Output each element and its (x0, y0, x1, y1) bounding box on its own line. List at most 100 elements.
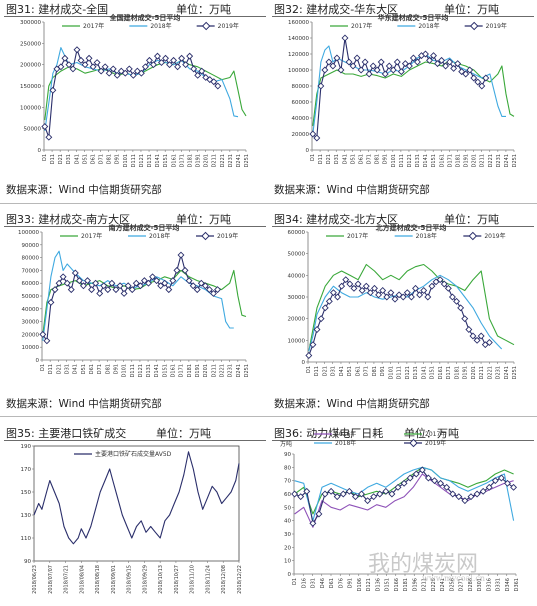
y-tick-label: 60000 (288, 230, 306, 236)
data-point-marker (309, 519, 317, 527)
data-point-marker (149, 273, 156, 281)
chart-title: 南方建材成交-5日平均 (109, 223, 180, 232)
data-point-marker (350, 284, 358, 292)
x-tick-label: D1 (292, 578, 298, 585)
legend-marker (469, 21, 479, 31)
data-point-marker (454, 60, 462, 68)
x-tick-label: D161 (171, 364, 177, 377)
data-point-marker (125, 65, 133, 73)
x-tick-label: D51 (81, 364, 87, 374)
data-point-marker (47, 298, 55, 306)
x-tick-label: D131 (415, 154, 421, 167)
data-point-marker (198, 67, 206, 75)
x-tick-label: D11 (318, 154, 324, 164)
unit-label: 单位：万吨 (404, 427, 459, 440)
x-tick-label: D346 (505, 578, 511, 591)
data-point-marker (420, 287, 428, 294)
data-point-marker (407, 293, 415, 301)
data-point-marker (376, 490, 384, 498)
series-line (312, 59, 515, 127)
x-tick-label: 2018/07/07 (48, 565, 54, 594)
source-note: 数据来源：Wind 中信期货研究部 (274, 184, 430, 196)
series-line (44, 49, 219, 138)
data-point-marker (59, 273, 67, 281)
series-line (308, 263, 515, 352)
x-tick-label: 2018/11/10 (190, 565, 196, 594)
x-tick-label: D121 (366, 578, 372, 591)
data-point-marker (73, 46, 81, 54)
y-tick-label: 40 (284, 519, 291, 525)
x-tick-label: 2018/08/04 (79, 565, 85, 594)
x-tick-label: D71 (97, 364, 103, 374)
y-tick-label: 100000 (18, 230, 39, 236)
data-point-marker (437, 479, 445, 487)
x-tick-label: D191 (196, 154, 202, 167)
y-tick-label: 10 (284, 559, 291, 565)
x-tick-label: 2018/11/24 (205, 565, 211, 594)
series-line (308, 279, 490, 356)
panel-fig32: 图32: 建材成交-华东大区 单位：万吨 0 20000 40000 60000 800… (272, 0, 534, 200)
data-point-marker (189, 282, 197, 290)
y-tick-label: 10000 (22, 345, 40, 351)
data-point-marker (413, 58, 421, 66)
data-point-marker (357, 66, 365, 74)
data-point-marker (381, 70, 389, 78)
data-point-marker (448, 293, 456, 301)
data-point-marker (57, 63, 65, 71)
data-point-marker (391, 295, 399, 303)
data-point-marker (39, 330, 47, 338)
data-point-marker (291, 490, 299, 498)
data-point-marker (105, 69, 113, 77)
data-point-marker (178, 54, 186, 62)
data-point-marker (41, 123, 49, 130)
data-point-marker (69, 65, 77, 73)
x-tick-label: D166 (394, 578, 400, 591)
legend-label: 2018年 (150, 22, 171, 30)
y-tick-label: 20000 (292, 132, 310, 138)
data-point-marker (154, 52, 161, 60)
x-tick-label: D61 (90, 154, 96, 164)
data-point-marker (461, 315, 469, 323)
x-tick-label: D221 (488, 154, 494, 167)
data-point-marker (458, 68, 466, 76)
legend-label: 主要港口铁矿石成交量AV5D (95, 450, 172, 458)
x-tick-label: D31 (66, 154, 72, 164)
data-point-marker (165, 286, 173, 294)
data-point-marker (430, 52, 437, 60)
y-tick-label: 70000 (22, 268, 40, 274)
y-tick-label: 100000 (288, 68, 309, 74)
data-point-marker (77, 56, 85, 64)
series-line (312, 45, 506, 135)
x-tick-label: D171 (179, 154, 185, 167)
data-point-marker (477, 332, 485, 340)
data-point-marker (370, 493, 378, 501)
x-tick-label: D71 (99, 154, 105, 164)
figure-title: 图33: 建材成交-南方大区 (6, 213, 131, 226)
data-point-marker (349, 62, 357, 70)
x-tick-label: D191 (464, 154, 470, 167)
data-point-marker (399, 293, 407, 301)
x-tick-label: D201 (203, 364, 209, 377)
data-point-marker (453, 297, 461, 305)
x-tick-label: D91 (380, 366, 386, 376)
x-tick-label: D131 (413, 366, 419, 379)
data-point-marker (329, 289, 337, 297)
chart-fig32: 0 20000 40000 60000 80000 100000 120000 140000 1… (288, 13, 518, 167)
x-tick-label: D251 (512, 154, 518, 167)
series-line (42, 250, 234, 341)
y-tick-label: 90 (24, 559, 31, 565)
x-tick-label: D141 (155, 154, 161, 167)
data-point-marker (315, 510, 323, 518)
panel-fig36: 图36: 动力煤电厂日耗 单位：万吨 0 10 20 30 40 50 60 70 80 90 D1… (272, 424, 534, 604)
watermark-url: www.mycoal.cn (422, 574, 486, 583)
x-tick-label: D181 (454, 366, 460, 379)
x-tick-label: D51 (82, 154, 88, 164)
y-tick-label: 60000 (22, 281, 40, 287)
y-tick-label: 190 (21, 444, 32, 450)
x-tick-label: D181 (187, 154, 193, 167)
data-point-marker (405, 62, 413, 70)
x-tick-label: D21 (58, 154, 64, 164)
data-point-marker (364, 497, 372, 505)
x-tick-label: D91 (115, 154, 121, 164)
